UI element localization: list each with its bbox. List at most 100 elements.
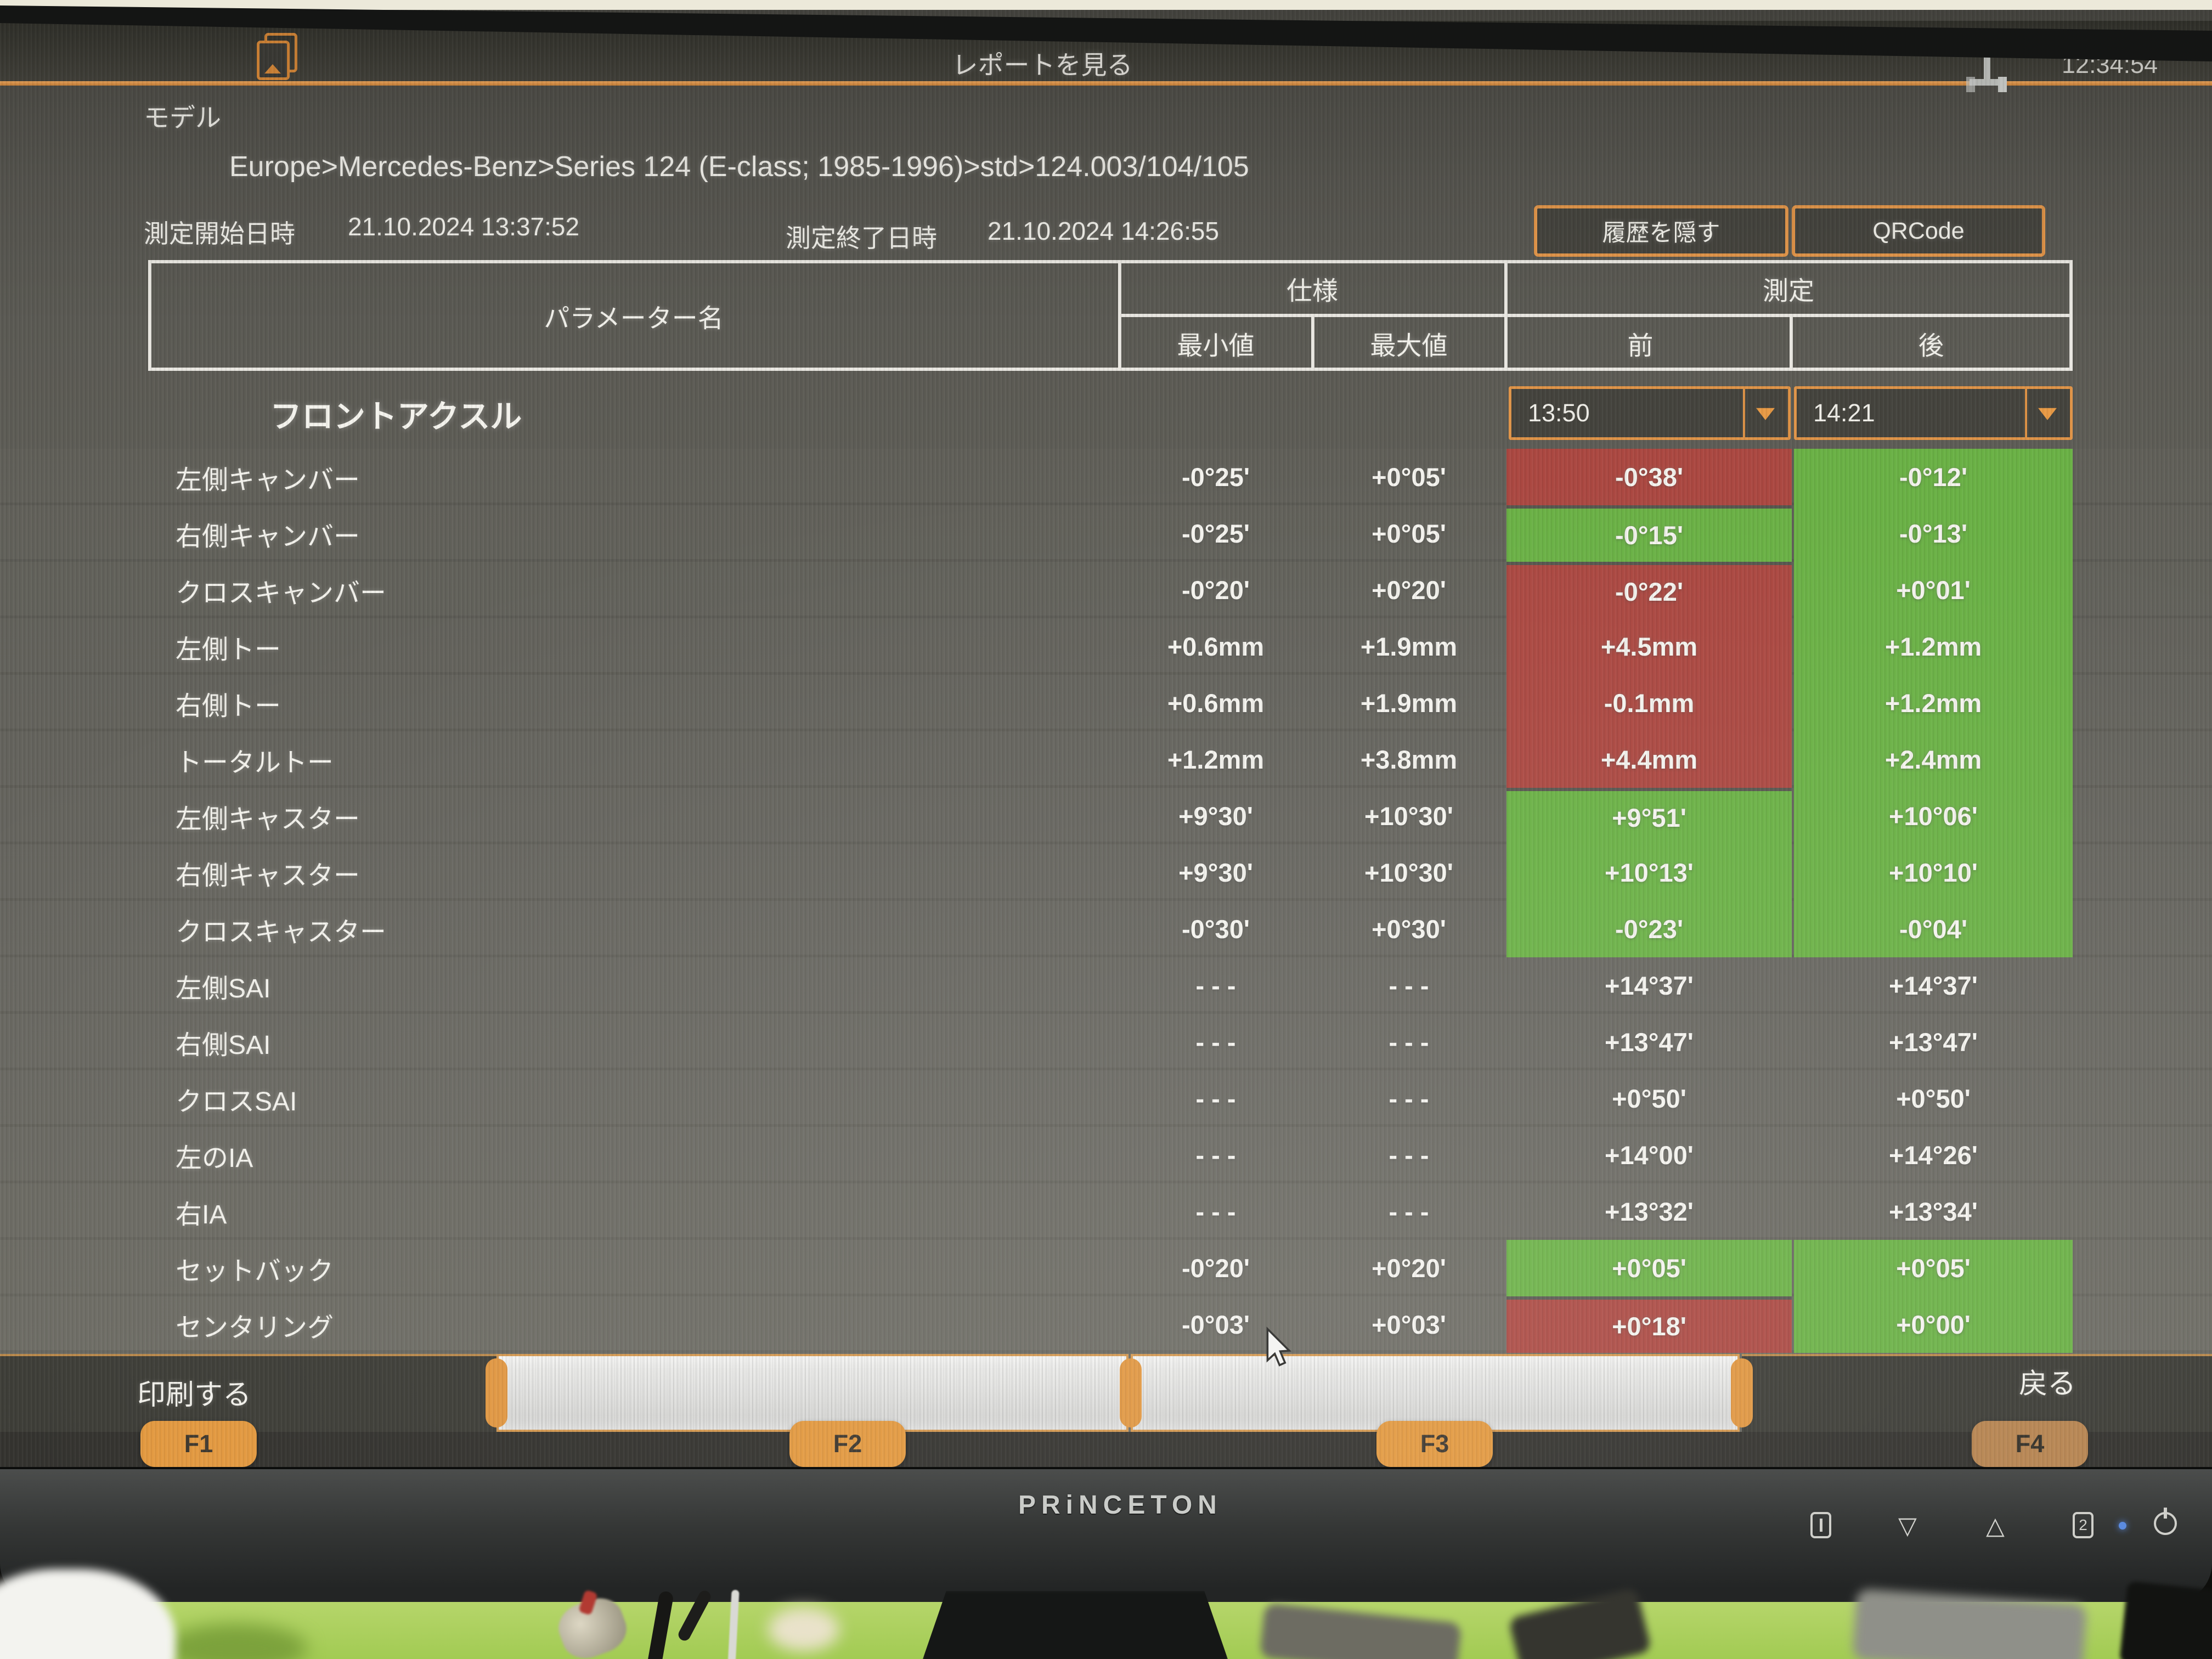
hide-history-button[interactable]: 履歴を隠す	[1534, 205, 1788, 257]
report-page-front	[257, 41, 290, 80]
monitor-down-button[interactable]: ▽	[1898, 1513, 1917, 1539]
measure-start-value: 21.10.2024 13:37:52	[348, 212, 580, 241]
fnbar-panel-f2[interactable]	[496, 1354, 1128, 1432]
measurement-rows: 左側キャンバー -0°25' +0°05' -0°38' -0°12' 右側キャンバー -0…	[0, 449, 2212, 1353]
after-time-dropdown[interactable]: 14:21	[1794, 386, 2073, 440]
spec-min-value: +0.6mm	[1167, 689, 1265, 718]
table-row: 左のIA - - - - - - +14°00' +14°26'	[0, 1127, 2212, 1183]
measured-before-value: -0.1mm	[1506, 675, 1792, 731]
monitor-up-button[interactable]: △	[1986, 1513, 2005, 1539]
monitor-menu2-button[interactable]: 2	[2073, 1512, 2094, 1538]
parameter-label: 右IA	[176, 1200, 227, 1229]
spec-max-value: +0°20'	[1372, 1254, 1446, 1283]
before-time-dropdown[interactable]: 13:50	[1509, 386, 1791, 440]
measured-after-value: +1.2mm	[1794, 675, 2073, 731]
after-time-value: 14:21	[1813, 399, 1875, 427]
col-parameter: パラメーター名	[544, 303, 724, 333]
measured-after-value: -0°04'	[1794, 901, 2073, 957]
table-row: 右IA - - - - - - +13°32' +13°34'	[0, 1183, 2212, 1240]
spec-max-value: +10°30'	[1364, 858, 1453, 887]
measured-after-value: +1.2mm	[1794, 618, 2073, 675]
spec-min-value: -0°30'	[1181, 915, 1250, 944]
measure-start-label: 測定開始日時	[144, 219, 295, 248]
spec-min-value: -0°03'	[1181, 1310, 1250, 1339]
parameter-label: 右側SAI	[176, 1030, 271, 1060]
section-front-axle: フロントアクスル	[270, 399, 522, 435]
measured-before-value: +13°47'	[1605, 1028, 1694, 1057]
chevron-down-icon	[1756, 408, 1775, 420]
measured-after-value: +14°26'	[1889, 1141, 1978, 1170]
table-row: トータルトー +1.2mm +3.8mm +4.4mm +2.4mm	[0, 731, 2212, 788]
spec-min-value: -0°20'	[1181, 575, 1250, 605]
measured-before-value: +0°50'	[1612, 1084, 1686, 1113]
spec-min-value: +1.2mm	[1167, 745, 1265, 774]
spec-max-value: +0°30'	[1372, 915, 1446, 944]
parameter-label: 右側キャスター	[176, 861, 360, 890]
back-label[interactable]: 戻る	[2019, 1368, 2076, 1400]
spec-min-value: - - -	[1195, 1084, 1236, 1113]
fnbar-panel-f3[interactable]	[1131, 1354, 1740, 1432]
table-row: 右側トー +0.6mm +1.9mm -0.1mm +1.2mm	[0, 675, 2212, 731]
print-label[interactable]: 印刷する	[137, 1379, 252, 1411]
measured-before-value: -0°38'	[1506, 449, 1792, 505]
spec-min-value: -0°20'	[1181, 1254, 1250, 1283]
spec-max-value: +0°20'	[1372, 575, 1446, 605]
spec-min-value: +0.6mm	[1167, 632, 1265, 661]
spec-min-value: +9°30'	[1178, 802, 1253, 831]
measured-before-value: +4.5mm	[1506, 618, 1792, 675]
spec-min-value: +9°30'	[1178, 858, 1253, 887]
qrcode-button[interactable]: QRCode	[1792, 205, 2045, 257]
parameter-label: 左のIA	[176, 1143, 253, 1173]
measured-after-value: -0°13'	[1794, 505, 2073, 562]
table-row: 左側SAI - - - - - - +14°37' +14°37'	[0, 957, 2212, 1014]
spec-max-value: +1.9mm	[1360, 632, 1458, 661]
f1-key-tab[interactable]: F1	[140, 1421, 257, 1467]
table-row: クロスキャスター -0°30' +0°30' -0°23' -0°04'	[0, 901, 2212, 957]
spec-max-value: - - -	[1389, 1197, 1429, 1226]
f4-key-tab[interactable]: F4	[1972, 1421, 2088, 1467]
bench-shadow	[165, 1624, 307, 1659]
divider-handle[interactable]	[1120, 1358, 1142, 1427]
monitor-stand	[922, 1591, 1229, 1659]
col-before: 前	[1627, 331, 1654, 360]
parameter-label: 左側キャスター	[176, 804, 360, 834]
measured-before-value: +14°37'	[1605, 971, 1694, 1000]
header-line	[1790, 314, 1793, 371]
monitor-brand-logo: PRiNCETON	[1018, 1491, 1222, 1520]
col-spec: 仕様	[1286, 276, 1338, 306]
parameter-label: 右側キャンバー	[176, 522, 360, 551]
table-row: 左側キャスター +9°30' +10°30' +9°51' +10°06'	[0, 788, 2212, 844]
monitor-bottom-bezel	[0, 1467, 2212, 1602]
measured-after-value: +2.4mm	[1794, 731, 2073, 788]
measured-after-value: +14°37'	[1889, 971, 1978, 1000]
parameter-label: クロスキャスター	[176, 917, 387, 947]
col-min: 最小値	[1177, 331, 1255, 360]
power-led	[2119, 1522, 2126, 1530]
measure-end-value: 21.10.2024 14:26:55	[988, 217, 1220, 245]
divider-handle[interactable]	[486, 1358, 507, 1427]
monitor-power-button[interactable]	[2154, 1512, 2177, 1535]
table-row: 右側キャスター +9°30' +10°30' +10°13' +10°10'	[0, 844, 2212, 901]
monitor-input-button[interactable]	[1810, 1512, 1831, 1538]
measured-before-value: +0°05'	[1506, 1240, 1792, 1296]
spec-min-value: -0°25'	[1181, 519, 1250, 548]
f3-key-tab[interactable]: F3	[1376, 1421, 1493, 1467]
measured-after-value: +10°06'	[1794, 788, 2073, 844]
spec-max-value: +10°30'	[1364, 802, 1453, 831]
measured-after-value: +0°01'	[1794, 562, 2073, 618]
socket-set-box	[2119, 1581, 2212, 1659]
measured-before-value: -0°22'	[1506, 562, 1792, 618]
fnbar-back-section	[1742, 1354, 2212, 1432]
table-row: 右側SAI - - - - - - +13°47' +13°47'	[0, 1014, 2212, 1070]
report-pages-icon[interactable]	[257, 33, 297, 80]
page-title: レポートを見る	[952, 50, 1133, 80]
measured-before-value: +10°13'	[1506, 844, 1792, 901]
spec-min-value: -0°25'	[1181, 462, 1250, 492]
divider-handle[interactable]	[1731, 1358, 1753, 1427]
titlebar-divider	[0, 81, 2212, 86]
measured-before-value: -0°15'	[1506, 505, 1792, 562]
table-row: センタリング -0°03' +0°03' +0°18' +0°00'	[0, 1296, 2212, 1353]
f2-key-tab[interactable]: F2	[789, 1421, 906, 1467]
parameter-label: セットバック	[176, 1256, 334, 1286]
table-row: クロスキャンバー -0°20' +0°20' -0°22' +0°01'	[0, 562, 2212, 618]
